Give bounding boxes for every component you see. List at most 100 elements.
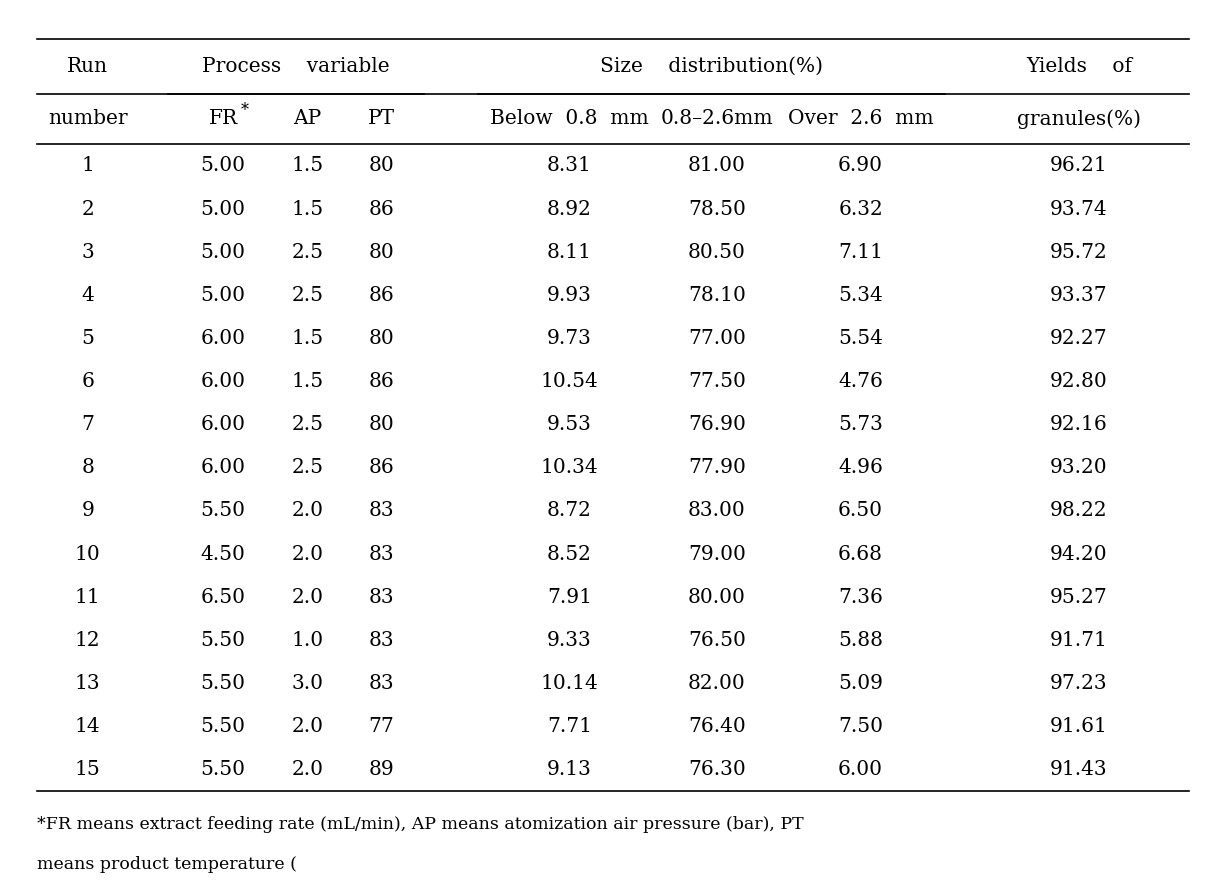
Text: 98.22: 98.22 (1050, 502, 1108, 520)
Text: 9.13: 9.13 (547, 760, 591, 779)
Text: 10: 10 (74, 544, 101, 563)
Text: 5.09: 5.09 (839, 674, 883, 693)
Text: 80.50: 80.50 (688, 242, 746, 262)
Text: 7: 7 (82, 415, 94, 434)
Text: 77.90: 77.90 (688, 458, 746, 478)
Text: 10.34: 10.34 (540, 458, 599, 478)
Text: 2.0: 2.0 (291, 502, 323, 520)
Text: 4.50: 4.50 (201, 544, 245, 563)
Text: 91.61: 91.61 (1050, 717, 1108, 736)
Text: 12: 12 (74, 631, 101, 650)
Text: 6.00: 6.00 (201, 372, 245, 391)
Text: 77.50: 77.50 (688, 372, 746, 391)
Text: 95.72: 95.72 (1050, 242, 1108, 262)
Text: 96.21: 96.21 (1050, 157, 1108, 176)
Text: 9.53: 9.53 (547, 415, 591, 434)
Text: 2.5: 2.5 (291, 286, 323, 305)
Text: 6.00: 6.00 (201, 415, 245, 434)
Text: PT: PT (368, 110, 395, 128)
Text: Size    distribution(%): Size distribution(%) (600, 57, 823, 76)
Text: granules(%): granules(%) (1017, 109, 1141, 129)
Text: 91.43: 91.43 (1050, 760, 1108, 779)
Text: 5: 5 (82, 329, 94, 347)
Text: 8.72: 8.72 (547, 502, 591, 520)
Text: 93.37: 93.37 (1050, 286, 1108, 305)
Text: 1.5: 1.5 (291, 157, 323, 176)
Text: 6.50: 6.50 (201, 588, 245, 607)
Text: 80: 80 (368, 415, 395, 434)
Text: 8.31: 8.31 (547, 157, 591, 176)
Text: Yields    of: Yields of (1026, 57, 1131, 76)
Text: 6.50: 6.50 (839, 502, 883, 520)
Text: 93.74: 93.74 (1050, 200, 1108, 218)
Text: 83: 83 (368, 502, 395, 520)
Text: 8.92: 8.92 (547, 200, 591, 218)
Text: 2: 2 (82, 200, 94, 218)
Text: 76.90: 76.90 (688, 415, 746, 434)
Text: 2.0: 2.0 (291, 760, 323, 779)
Text: 1: 1 (82, 157, 94, 176)
Text: 5.00: 5.00 (201, 200, 245, 218)
Text: 2.5: 2.5 (291, 242, 323, 262)
Text: 2.5: 2.5 (291, 458, 323, 478)
Text: 94.20: 94.20 (1050, 544, 1108, 563)
Text: 97.23: 97.23 (1050, 674, 1108, 693)
Text: 9.73: 9.73 (547, 329, 591, 347)
Text: 76.50: 76.50 (688, 631, 746, 650)
Text: 8.11: 8.11 (547, 242, 591, 262)
Text: 86: 86 (368, 372, 395, 391)
Text: 15: 15 (74, 760, 101, 779)
Text: 8: 8 (82, 458, 94, 478)
Text: 83: 83 (368, 588, 395, 607)
Text: 8.52: 8.52 (547, 544, 591, 563)
Text: 11: 11 (74, 588, 101, 607)
Text: 7.91: 7.91 (547, 588, 591, 607)
Text: 92.80: 92.80 (1050, 372, 1108, 391)
Text: 2.5: 2.5 (291, 415, 323, 434)
Text: 3.0: 3.0 (291, 674, 323, 693)
Text: Over  2.6  mm: Over 2.6 mm (787, 110, 934, 128)
Text: 9: 9 (82, 502, 94, 520)
Text: 80: 80 (368, 329, 395, 347)
Text: 5.50: 5.50 (201, 674, 245, 693)
Text: 4.96: 4.96 (839, 458, 883, 478)
Text: 7.36: 7.36 (839, 588, 883, 607)
Text: 76.40: 76.40 (688, 717, 746, 736)
Text: 76.30: 76.30 (688, 760, 746, 779)
Text: 77.00: 77.00 (688, 329, 746, 347)
Text: 2.0: 2.0 (291, 588, 323, 607)
Text: 5.88: 5.88 (839, 631, 883, 650)
Text: 9.93: 9.93 (547, 286, 591, 305)
Text: 80: 80 (368, 242, 395, 262)
Text: 80: 80 (368, 157, 395, 176)
Text: 7.11: 7.11 (839, 242, 883, 262)
Text: 89: 89 (368, 760, 395, 779)
Text: 6.32: 6.32 (839, 200, 883, 218)
Text: 5.50: 5.50 (201, 717, 245, 736)
Text: 95.27: 95.27 (1050, 588, 1108, 607)
Text: 83.00: 83.00 (688, 502, 746, 520)
Text: *: * (241, 102, 249, 119)
Text: 78.10: 78.10 (688, 286, 746, 305)
Text: 1.5: 1.5 (291, 329, 323, 347)
Text: 5.50: 5.50 (201, 502, 245, 520)
Text: Below  0.8  mm: Below 0.8 mm (490, 110, 649, 128)
Text: 81.00: 81.00 (688, 157, 746, 176)
Text: 5.54: 5.54 (839, 329, 883, 347)
Text: 6.00: 6.00 (201, 329, 245, 347)
Text: 0.8–2.6mm: 0.8–2.6mm (661, 110, 773, 128)
Text: 1.5: 1.5 (291, 200, 323, 218)
Text: 3: 3 (82, 242, 94, 262)
Text: 83: 83 (368, 674, 395, 693)
Text: AP: AP (293, 110, 322, 128)
Text: 5.00: 5.00 (201, 286, 245, 305)
Text: 2.0: 2.0 (291, 544, 323, 563)
Text: FR: FR (208, 110, 238, 128)
Text: Process    variable: Process variable (202, 57, 390, 76)
Text: 82.00: 82.00 (688, 674, 746, 693)
Text: 83: 83 (368, 631, 395, 650)
Text: 6.00: 6.00 (839, 760, 883, 779)
Text: Run: Run (67, 57, 108, 76)
Text: 6: 6 (82, 372, 94, 391)
Text: 1.5: 1.5 (291, 372, 323, 391)
